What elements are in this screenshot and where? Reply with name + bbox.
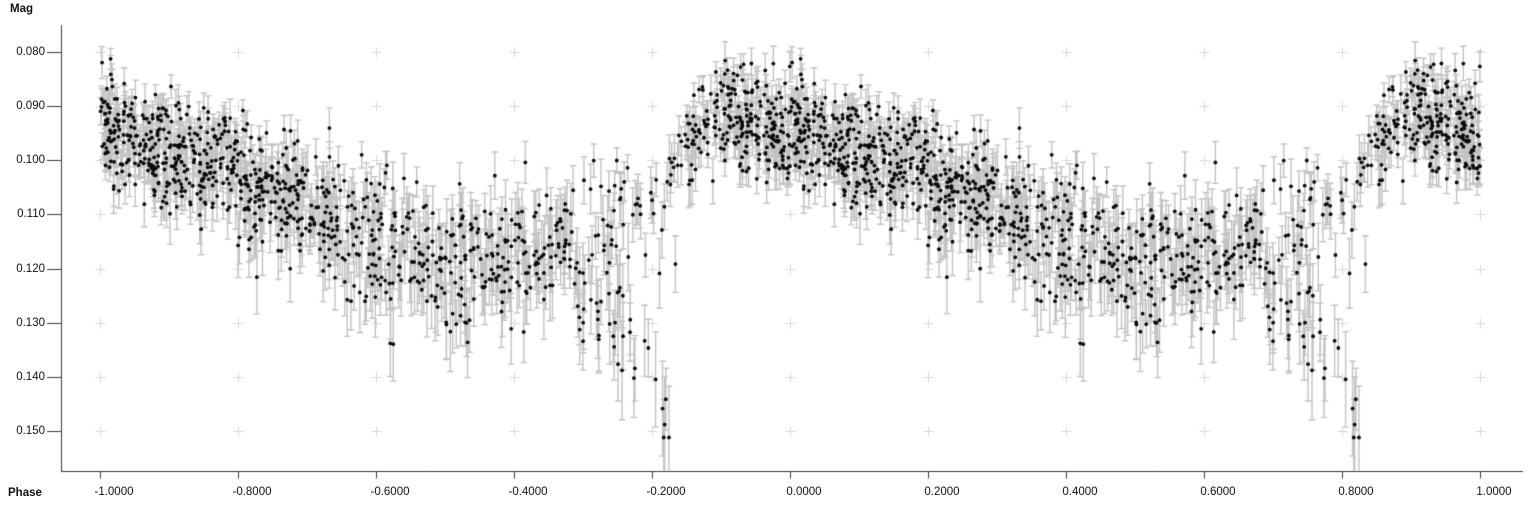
y-tick-label: 0.140 [16,370,45,383]
x-tick-label: 0.8000 [1338,486,1374,498]
y-tick-label: 0.130 [16,316,45,329]
x-tick-label: 0.2000 [924,486,960,498]
x-tick-label: -0.8000 [232,486,272,498]
y-tick-label: 0.090 [16,100,45,113]
y-tick-label: 0.080 [16,46,45,58]
y-tick-label: 0.110 [17,208,45,221]
x-tick-label: 1.0000 [1476,486,1512,498]
y-tick-label: 0.120 [16,262,45,275]
x-axis-title: Phase [8,487,42,499]
y-tick-label: 0.100 [16,154,45,167]
x-tick-label: -0.6000 [370,486,410,498]
x-tick-label: 0.6000 [1200,486,1236,498]
y-axis-title: Mag [10,3,33,15]
x-tick-label: -1.0000 [94,486,134,498]
x-tick-label: 0.0000 [786,486,822,498]
y-tick-label: 0.150 [16,425,45,437]
x-tick-label: -0.2000 [646,486,686,498]
x-tick-label: -0.4000 [508,486,548,498]
x-tick-label: 0.4000 [1062,486,1098,498]
